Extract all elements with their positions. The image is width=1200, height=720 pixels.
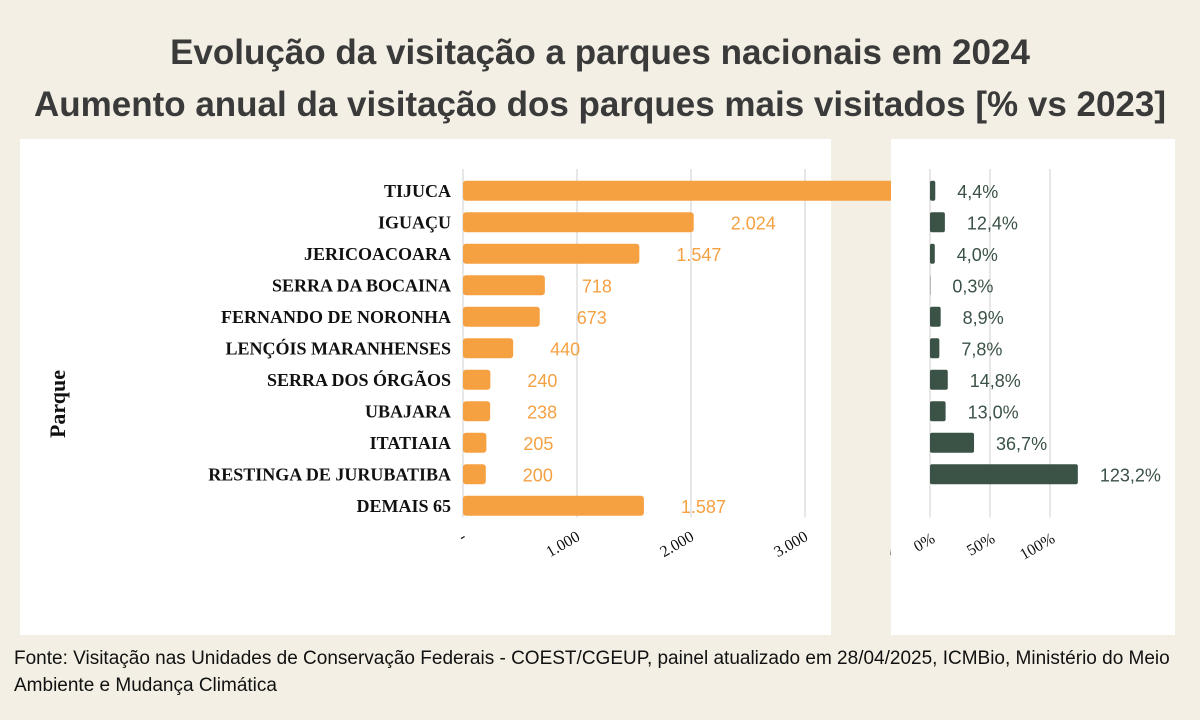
category-label: SERRA DOS ÓRGÃOS — [267, 369, 451, 390]
growth-bar — [930, 369, 948, 390]
visits-value-label: 240 — [527, 371, 557, 391]
category-label: LENÇÓIS MARANHENSES — [225, 337, 451, 358]
visits-chart-panel: -1.0002.0003.0004.0005.000TIJUCA4.659IGU… — [20, 139, 1076, 635]
visits-bar — [463, 180, 995, 201]
growth-value-label: 13,0% — [968, 402, 1019, 422]
category-label: TIJUCA — [384, 181, 451, 201]
growth-bar — [930, 306, 941, 327]
growth-bar-chart: 0% 50% 100% 4,4% 12,4% 4,0% 0,3% 8,9% 7,8% 14,8% 1… — [911, 169, 1161, 564]
visits-value-label: 1.587 — [681, 497, 726, 517]
visits-value-label: 1.547 — [676, 245, 721, 265]
x-tick-label: 100% — [1017, 530, 1058, 563]
visits-bar — [463, 338, 514, 359]
visits-bar — [463, 212, 694, 233]
growth-value-label: 4,0% — [957, 245, 998, 265]
x-tick-label: 2.000 — [657, 528, 697, 561]
growth-value-label: 8,9% — [963, 308, 1004, 328]
category-label: IGUAÇU — [378, 212, 451, 232]
visits-value-label: 200 — [523, 465, 553, 485]
growth-value-label: 12,4% — [967, 213, 1018, 233]
chart-title: Evolução da visitação a parques nacionai… — [170, 33, 1030, 72]
category-label: RESTINGA DE JURUBATIBA — [208, 464, 451, 484]
x-tick-label: 3.000 — [771, 528, 811, 561]
category-label: ITATIAIA — [370, 433, 451, 453]
growth-bar — [930, 401, 946, 422]
visits-value-label: 238 — [527, 402, 557, 422]
visits-bar — [463, 243, 640, 264]
visits-value-label: 673 — [577, 308, 607, 328]
chart-subtitle: Aumento anual da visitação dos parques m… — [33, 85, 1167, 124]
x-tick-label: 50% — [964, 530, 998, 559]
visits-value-label: 718 — [582, 276, 612, 296]
visits-bar — [463, 401, 491, 422]
growth-value-label: 0,3% — [952, 276, 993, 296]
visits-bar — [463, 306, 540, 327]
growth-value-label: 7,8% — [961, 339, 1002, 359]
growth-bar — [930, 212, 945, 233]
growth-bar — [930, 243, 935, 264]
category-label: UBAJARA — [365, 401, 451, 421]
growth-value-label: 123,2% — [1100, 465, 1161, 485]
growth-bar — [930, 338, 940, 359]
visits-value-label: 440 — [550, 339, 580, 359]
growth-value-label: 4,4% — [957, 182, 998, 202]
growth-value-label: 36,7% — [996, 434, 1047, 454]
visits-bar — [463, 432, 487, 453]
category-label: FERNANDO DE NORONHA — [221, 307, 451, 327]
source-note: Fonte: Visitação nas Unidades de Conserv… — [14, 648, 1170, 696]
y-axis-title: Parque — [45, 370, 70, 438]
growth-bar — [930, 464, 1078, 485]
visits-value-label: 205 — [523, 434, 553, 454]
category-label: SERRA DA BOCAINA — [272, 275, 451, 295]
growth-chart-panel: 0% 50% 100% 4,4% 12,4% 4,0% 0,3% 8,9% 7,8% 14,8% 1… — [891, 139, 1175, 635]
growth-value-label: 14,8% — [970, 371, 1021, 391]
x-tick-label: 1.000 — [543, 528, 583, 561]
visits-value-label: 2.024 — [731, 213, 776, 233]
growth-bar — [930, 432, 975, 453]
growth-bar — [930, 180, 936, 201]
category-label: DEMAIS 65 — [356, 496, 451, 516]
x-tick-label: - — [456, 528, 469, 545]
visits-bar — [463, 464, 486, 485]
visits-bar-chart: -1.0002.0003.0004.0005.000TIJUCA4.659IGU… — [45, 169, 1076, 561]
visits-bar — [463, 275, 545, 296]
x-tick-label: 0% — [911, 530, 938, 555]
category-label: JERICOACOARA — [304, 244, 451, 264]
visits-bar — [463, 369, 491, 390]
visits-bar — [463, 495, 644, 516]
